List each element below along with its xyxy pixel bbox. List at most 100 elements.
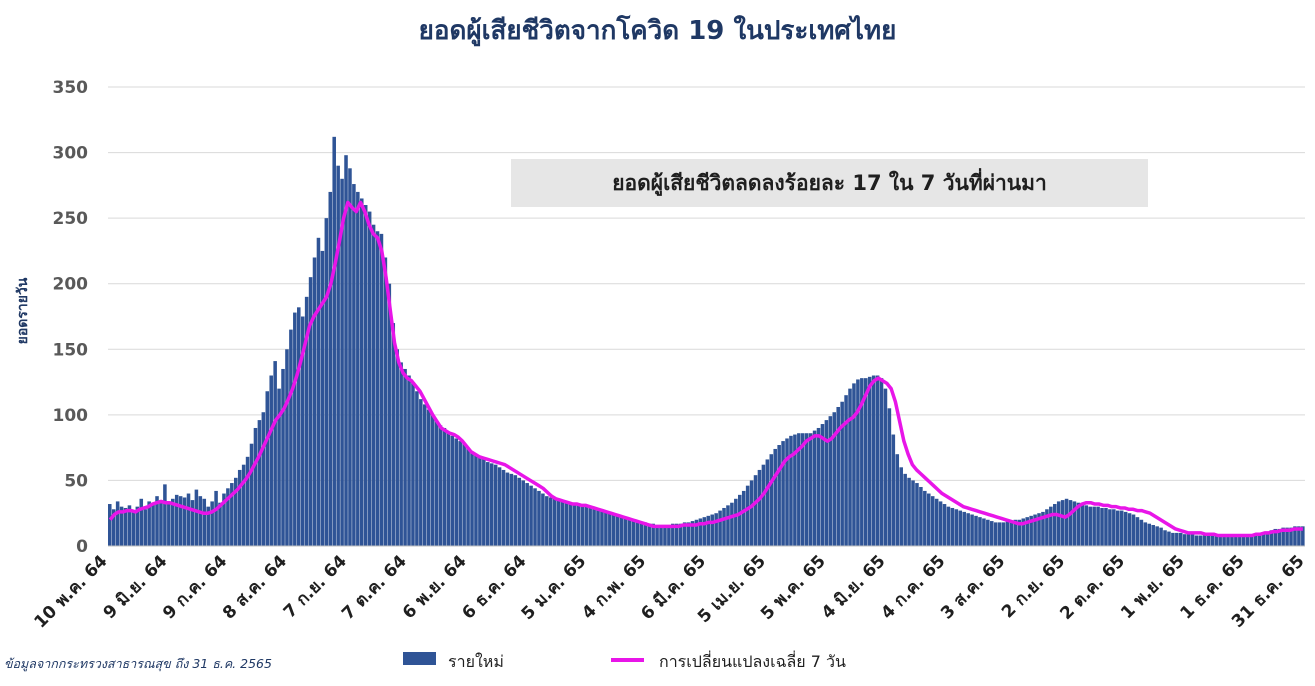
bar — [297, 307, 301, 546]
bar — [328, 191, 333, 546]
bar — [903, 473, 907, 546]
bar — [1116, 510, 1120, 546]
bar — [1245, 536, 1250, 546]
bar — [824, 420, 829, 546]
bar — [505, 472, 510, 546]
bar — [580, 505, 585, 546]
bar — [419, 399, 423, 546]
bar — [1269, 530, 1274, 546]
bar — [671, 523, 675, 546]
bar — [1222, 536, 1226, 546]
bar — [383, 257, 388, 546]
bar — [234, 477, 238, 546]
bar — [844, 395, 848, 546]
bar — [241, 464, 246, 546]
bar — [675, 523, 679, 546]
bar — [1025, 517, 1029, 546]
bar — [174, 494, 179, 546]
bar — [108, 504, 112, 546]
bar — [741, 490, 746, 546]
bar — [486, 462, 490, 546]
bar — [1257, 534, 1262, 546]
bar — [489, 463, 494, 546]
bar — [277, 388, 281, 546]
bar — [804, 433, 809, 546]
bar — [289, 329, 293, 546]
bar — [907, 477, 911, 546]
bar — [1049, 506, 1053, 546]
bar — [1226, 536, 1230, 546]
bar — [470, 451, 474, 546]
bar — [726, 505, 730, 546]
bar — [1108, 509, 1112, 546]
bar — [592, 507, 596, 546]
bar — [899, 467, 903, 546]
bar — [529, 485, 533, 546]
bar — [1238, 536, 1242, 546]
bar — [273, 361, 277, 546]
bar — [820, 424, 825, 546]
bar — [363, 205, 368, 546]
bar — [1175, 532, 1179, 546]
bar — [655, 525, 659, 546]
bar — [478, 456, 482, 546]
bar — [564, 502, 569, 546]
bar — [698, 518, 703, 546]
bar — [521, 480, 525, 546]
bar — [1190, 534, 1195, 546]
bar — [911, 480, 915, 546]
bar — [1088, 506, 1092, 546]
bar — [119, 506, 124, 546]
bar — [194, 489, 199, 546]
bar — [1064, 498, 1069, 546]
bar — [552, 498, 557, 546]
bar — [454, 438, 459, 546]
bar — [1021, 518, 1026, 546]
bar — [938, 501, 943, 546]
bar — [738, 494, 742, 546]
bar — [993, 522, 998, 546]
bar — [923, 490, 927, 546]
bar — [887, 408, 892, 546]
bar — [198, 496, 203, 546]
legend-bar-label: รายใหม่ — [448, 652, 504, 671]
y-tick-label: 150 — [53, 340, 89, 360]
bar — [1249, 535, 1254, 546]
bar — [178, 496, 183, 546]
bar — [568, 502, 573, 546]
bar — [1261, 532, 1266, 546]
bar — [466, 447, 470, 546]
x-tick-label: 9 ก.ค. 64 — [159, 551, 231, 623]
bar — [533, 488, 537, 546]
bar — [651, 523, 655, 546]
bar — [962, 511, 966, 546]
bar — [214, 490, 218, 546]
bar — [206, 506, 210, 546]
bar — [797, 433, 801, 546]
bar — [115, 501, 120, 546]
bar — [1127, 513, 1132, 546]
bar — [1119, 510, 1124, 546]
bar — [123, 507, 128, 546]
bar — [237, 469, 242, 546]
bar — [482, 459, 486, 546]
bar — [375, 231, 380, 546]
bar — [426, 409, 431, 546]
bar — [635, 521, 640, 546]
bar — [950, 507, 955, 546]
bar — [678, 523, 683, 546]
bar — [442, 427, 447, 546]
x-tick-label: 9 มิ.ย. 64 — [100, 551, 172, 623]
bar — [462, 443, 466, 546]
bar — [694, 519, 699, 546]
bar — [1151, 525, 1155, 546]
y-tick-label: 350 — [53, 78, 89, 98]
bar — [1017, 519, 1022, 546]
bar — [320, 250, 325, 546]
bar — [612, 513, 616, 546]
bar — [619, 515, 624, 546]
bar — [608, 511, 612, 546]
bar — [371, 224, 376, 546]
bar — [722, 507, 726, 546]
